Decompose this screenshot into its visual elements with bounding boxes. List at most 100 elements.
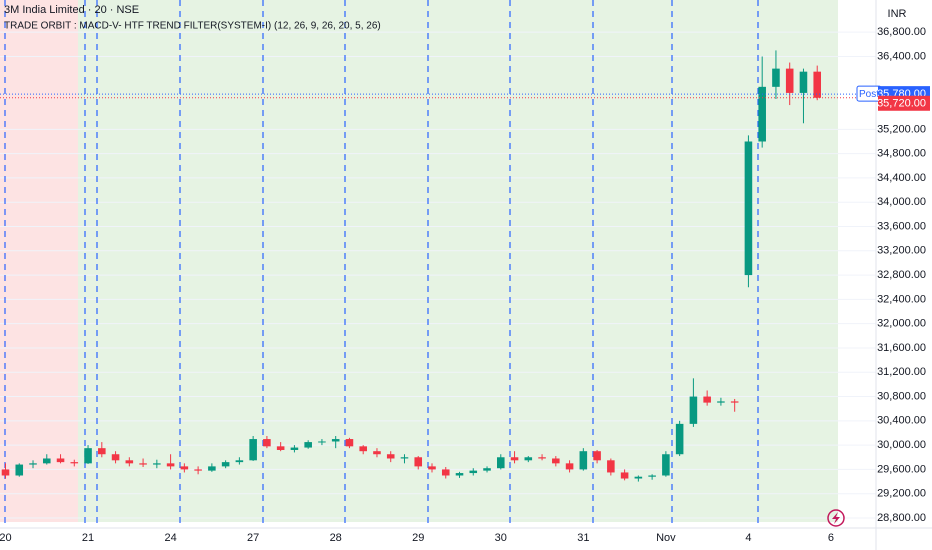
x-tick-label: 20 [0, 532, 12, 544]
candle-body [758, 86, 766, 142]
candle-body [400, 457, 409, 459]
candle-body [689, 396, 698, 424]
candle-body [249, 439, 257, 461]
candle-body [56, 458, 65, 463]
y-tick-label: 34,800.00 [877, 148, 926, 160]
candle-body [42, 458, 51, 464]
lightning-icon [827, 509, 845, 527]
candle-body [318, 441, 326, 443]
candle-body [648, 475, 656, 477]
y-tick-label: 31,600.00 [877, 342, 926, 354]
post-tag-label: Post [859, 89, 879, 100]
y-tick-label: 33,600.00 [877, 220, 926, 232]
y-tick-label: 29,200.00 [877, 488, 926, 500]
y-tick-label: 29,600.00 [877, 463, 926, 475]
candle-body [428, 466, 436, 470]
candle-body [565, 463, 574, 470]
y-tick-label: 32,000.00 [877, 318, 926, 330]
candle-body [1, 469, 10, 476]
candle-body [620, 472, 629, 479]
candle-body [772, 68, 780, 87]
candle-body [744, 141, 753, 276]
candle-body [221, 462, 230, 467]
y-tick-label: 30,000.00 [877, 439, 926, 451]
bull-band [78, 0, 838, 522]
last-price-tag [878, 95, 930, 111]
candle-body [276, 446, 285, 450]
x-tick-label: 21 [82, 532, 94, 544]
session-dividers [4, 0, 759, 528]
candle-body [717, 401, 725, 403]
candle-body [359, 446, 367, 452]
x-tick-label: 30 [495, 532, 507, 544]
candle-body [153, 463, 161, 465]
x-tick-label: 27 [247, 532, 259, 544]
candle-body [194, 469, 202, 471]
candle-body [139, 463, 147, 465]
candle-body [98, 448, 106, 455]
y-tick-label: 32,400.00 [877, 293, 926, 305]
candle-body [662, 454, 670, 476]
y-tick-label: 30,800.00 [877, 390, 926, 402]
candle-body [483, 468, 491, 471]
candle-body [290, 447, 299, 450]
candle-body [166, 463, 175, 467]
candle-body [607, 460, 615, 473]
candle-body [15, 464, 24, 476]
candle-body [373, 451, 381, 455]
candle-body [70, 462, 79, 464]
currency-label: INR [888, 8, 907, 20]
candle-body [593, 451, 601, 461]
candle-body [304, 442, 312, 448]
icon-bolt [832, 512, 840, 524]
candle-body [414, 457, 423, 467]
candle-body [524, 457, 533, 461]
candle-body [538, 457, 546, 459]
candle-body [263, 439, 271, 447]
x-tick-label: 31 [577, 532, 589, 544]
candle-body [552, 458, 560, 464]
chart-title: 3M India Limited · 20 · NSE [4, 4, 139, 16]
candle-body [455, 473, 464, 476]
y-tick-label: 28,800.00 [877, 512, 926, 524]
candle-body [331, 439, 340, 442]
candle-body [345, 439, 354, 447]
candle-body [813, 71, 822, 98]
candle-body [84, 448, 92, 464]
candle-body [386, 454, 395, 459]
candle-body [111, 454, 120, 461]
candle-body [125, 460, 134, 464]
y-tick-label: 34,000.00 [877, 196, 926, 208]
candle-body [497, 457, 505, 469]
x-tick-label: 6 [828, 532, 834, 544]
candle-body [469, 470, 478, 474]
indicator-label: TRADE ORBIT : MACD-V- HTF TREND FILTER(S… [4, 21, 381, 32]
trend-bands [0, 0, 838, 522]
y-tick-label: 35,200.00 [877, 123, 926, 135]
x-tick-label: 28 [330, 532, 342, 544]
candle-body [675, 423, 684, 455]
candle-body [441, 469, 450, 476]
y-tick-label: 32,800.00 [877, 269, 926, 281]
y-tick-label: 30,400.00 [877, 415, 926, 427]
y-tick-label: 36,400.00 [877, 50, 926, 62]
candle-body [785, 68, 794, 93]
x-tick-label: 24 [164, 532, 176, 544]
bear-band [0, 0, 78, 522]
x-tick-label: 29 [412, 532, 424, 544]
candle-body [510, 457, 519, 461]
y-tick-label: 33,200.00 [877, 245, 926, 257]
candle-body [180, 466, 189, 470]
candle-body [799, 71, 808, 93]
candle-body [634, 476, 643, 479]
x-tick-label: 4 [745, 532, 751, 544]
icon-ring [827, 509, 845, 527]
last-price-label: 35,720.00 [877, 98, 926, 110]
y-tick-label: 34,400.00 [877, 172, 926, 184]
candle-body [235, 460, 244, 463]
y-tick-label: 31,200.00 [877, 366, 926, 378]
candle-body [29, 463, 37, 465]
candle-body [208, 466, 216, 471]
candle-body [579, 451, 588, 470]
